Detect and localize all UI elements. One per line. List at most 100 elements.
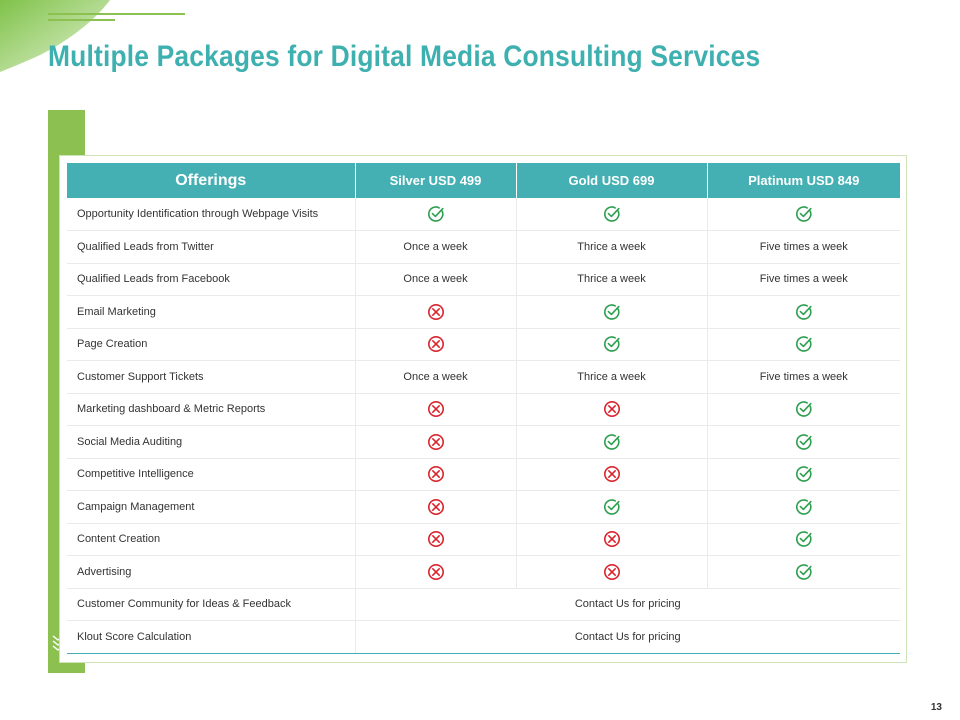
platinum-availability-cell <box>707 393 900 426</box>
cross-circle-icon <box>603 400 621 418</box>
gold-availability-cell <box>516 393 708 426</box>
gold-availability-cell <box>516 458 708 491</box>
feature-label: Competitive Intelligence <box>67 458 356 491</box>
table-row: Qualified Leads from Facebook Once a week… <box>67 263 900 296</box>
platinum-availability-cell <box>707 490 900 524</box>
check-circle-icon <box>795 433 813 451</box>
cross-circle-icon <box>427 530 445 548</box>
table-header-row: Offerings Silver USD 499 Gold USD 699 Pl… <box>67 163 900 198</box>
platinum-availability-cell <box>707 523 900 556</box>
table-row: Campaign Management <box>67 490 900 524</box>
check-circle-icon <box>603 433 621 451</box>
check-circle-icon <box>795 563 813 581</box>
cross-circle-icon <box>427 433 445 451</box>
cross-circle-icon <box>427 335 445 353</box>
silver-availability-cell <box>355 393 517 426</box>
feature-label: Page Creation <box>67 328 356 361</box>
check-circle-icon <box>603 498 621 516</box>
platinum-availability-cell <box>707 295 900 329</box>
contact-pricing-cell: Contact Us for pricing <box>355 620 900 654</box>
header-offerings: Offerings <box>67 163 356 198</box>
feature-label: Content Creation <box>67 523 356 556</box>
check-circle-icon <box>795 335 813 353</box>
cross-circle-icon <box>427 400 445 418</box>
feature-label: Campaign Management <box>67 490 356 524</box>
platinum-availability-cell <box>707 425 900 459</box>
gold-availability-cell <box>516 328 708 361</box>
page-title: Multiple Packages for Digital Media Cons… <box>48 40 761 73</box>
cross-circle-icon <box>427 563 445 581</box>
table-row: Customer Community for Ideas & Feedback C… <box>67 588 900 621</box>
feature-label: Klout Score Calculation <box>67 620 356 654</box>
check-circle-icon <box>795 400 813 418</box>
cross-circle-icon <box>603 563 621 581</box>
gold-frequency-cell: Thrice a week <box>516 230 708 264</box>
silver-availability-cell <box>355 295 517 329</box>
platinum-availability-cell <box>707 328 900 361</box>
platinum-frequency-cell: Five times a week <box>707 263 900 296</box>
table-row: Klout Score Calculation Contact Us for pr… <box>67 620 900 654</box>
silver-availability-cell <box>355 458 517 491</box>
cross-circle-icon <box>603 530 621 548</box>
check-circle-icon <box>795 498 813 516</box>
silver-availability-cell <box>355 555 517 589</box>
check-circle-icon <box>603 205 621 223</box>
check-circle-icon <box>603 335 621 353</box>
table-row: Content Creation <box>67 523 900 556</box>
check-circle-icon <box>795 465 813 483</box>
feature-label: Social Media Auditing <box>67 425 356 459</box>
gold-availability-cell <box>516 425 708 459</box>
feature-label: Qualified Leads from Facebook <box>67 263 356 296</box>
gold-availability-cell <box>516 198 708 231</box>
feature-label: Email Marketing <box>67 295 356 329</box>
silver-availability-cell <box>355 490 517 524</box>
table-row: Qualified Leads from Twitter Once a week T… <box>67 230 900 264</box>
feature-label: Qualified Leads from Twitter <box>67 230 356 264</box>
decorative-line-top <box>48 13 185 15</box>
feature-label: Customer Community for Ideas & Feedback <box>67 588 356 621</box>
table-row: Competitive Intelligence <box>67 458 900 491</box>
table-row: Marketing dashboard & Metric Reports <box>67 393 900 426</box>
feature-label: Opportunity Identification through Webpa… <box>67 198 356 231</box>
gold-availability-cell <box>516 523 708 556</box>
feature-label: Advertising <box>67 555 356 589</box>
gold-availability-cell <box>516 490 708 524</box>
table-row: Opportunity Identification through Webpa… <box>67 198 900 231</box>
feature-label: Marketing dashboard & Metric Reports <box>67 393 356 426</box>
cross-circle-icon <box>427 303 445 321</box>
decorative-leaf-shape <box>0 0 110 72</box>
silver-availability-cell <box>355 523 517 556</box>
decorative-line-bottom <box>48 19 115 21</box>
cross-circle-icon <box>603 465 621 483</box>
check-circle-icon <box>427 205 445 223</box>
gold-frequency-cell: Thrice a week <box>516 263 708 296</box>
header-silver: Silver USD 499 <box>355 163 517 198</box>
silver-frequency-cell: Once a week <box>355 230 517 264</box>
cross-circle-icon <box>427 498 445 516</box>
header-gold: Gold USD 699 <box>516 163 708 198</box>
platinum-frequency-cell: Five times a week <box>707 230 900 264</box>
table-row: Advertising <box>67 555 900 589</box>
silver-frequency-cell: Once a week <box>355 263 517 296</box>
silver-availability-cell <box>355 198 517 231</box>
feature-label: Customer Support Tickets <box>67 360 356 394</box>
check-circle-icon <box>603 303 621 321</box>
page-number: 13 <box>930 702 942 713</box>
gold-availability-cell <box>516 295 708 329</box>
table-row: Customer Support Tickets Once a week Thric… <box>67 360 900 394</box>
check-circle-icon <box>795 205 813 223</box>
check-circle-icon <box>795 530 813 548</box>
platinum-availability-cell <box>707 555 900 589</box>
table-row: Social Media Auditing <box>67 425 900 459</box>
silver-availability-cell <box>355 425 517 459</box>
platinum-frequency-cell: Five times a week <box>707 360 900 394</box>
pricing-table: Offerings Silver USD 499 Gold USD 699 Pl… <box>67 163 900 654</box>
silver-frequency-cell: Once a week <box>355 360 517 394</box>
table-row: Page Creation <box>67 328 900 361</box>
cross-circle-icon <box>427 465 445 483</box>
contact-pricing-cell: Contact Us for pricing <box>355 588 900 621</box>
pricing-table-container: Offerings Silver USD 499 Gold USD 699 Pl… <box>67 163 900 654</box>
header-platinum: Platinum USD 849 <box>707 163 900 198</box>
table-body: Opportunity Identification through Webpa… <box>67 198 900 654</box>
silver-availability-cell <box>355 328 517 361</box>
